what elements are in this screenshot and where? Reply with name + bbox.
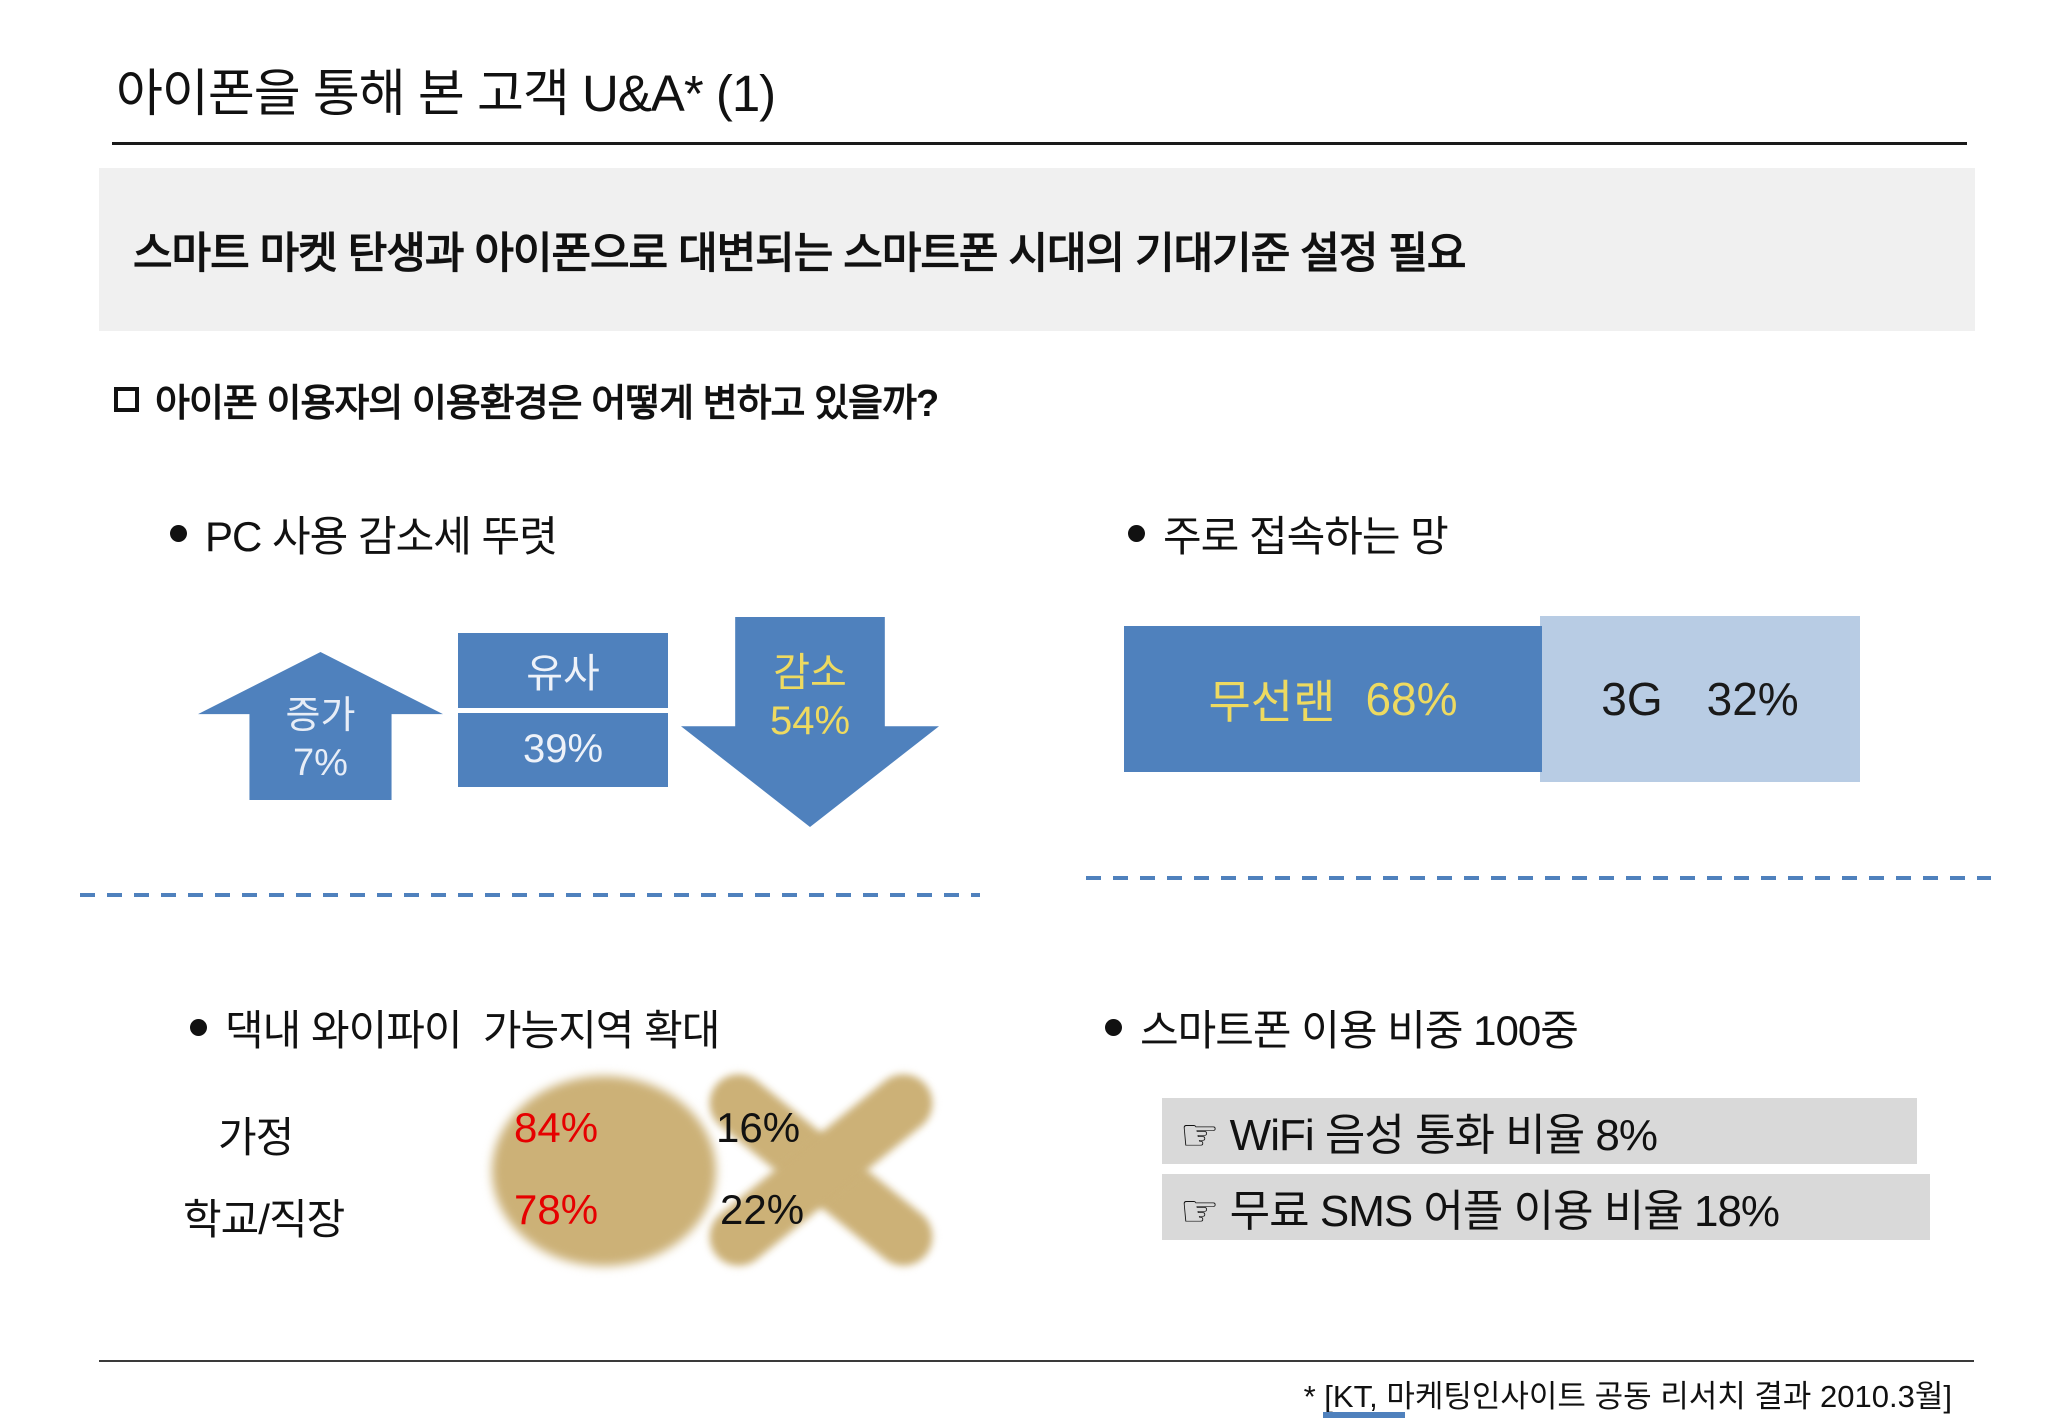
title-underline	[112, 142, 1967, 145]
question-text: 아이폰 이용자의 이용환경은 어떻게 변하고 있을까?	[155, 383, 939, 425]
bullet-icon	[1128, 525, 1145, 542]
coverage-covered-value: 78%	[514, 1186, 599, 1233]
decrease-label: 감소	[773, 650, 847, 695]
coverage-covered-value: 84%	[514, 1104, 599, 1151]
increase-value: 7%	[293, 741, 348, 784]
wifi-value: 68%	[1365, 673, 1458, 725]
page-title: 아이폰을 통해 본 고객 U&A* (1)	[116, 65, 776, 122]
dashed-divider-left	[80, 893, 980, 897]
network-heading: 주로 접속하는 망	[1128, 503, 1449, 564]
bullet-icon	[170, 525, 187, 542]
footer-rule	[99, 1360, 1974, 1362]
similar-divider	[458, 707, 668, 713]
share-item: ☞ 무료 SMS 어플 이용 비율 18%	[1162, 1174, 1930, 1240]
similar-value: 39%	[458, 712, 668, 787]
decrease-arrow-down-shape: 감소 54%	[681, 617, 939, 827]
share-item-text: ☞ WiFi 음성 통화 비율 8%	[1180, 1111, 1658, 1160]
cellular-value: 32%	[1706, 673, 1799, 725]
footnote: * [KT, 마케팅인사이트 공동 리서치 결과 2010.3월]	[1303, 1379, 1952, 1414]
network-heading-text: 주로 접속하는 망	[1163, 513, 1449, 560]
cellular-label: 3G	[1601, 673, 1663, 725]
home-wifi-heading-text: 댁내 와이파이 가능지역 확대	[225, 1007, 720, 1054]
wifi-bar: 무선랜 68%	[1124, 626, 1542, 772]
coverage-row-label: 가정	[218, 1114, 294, 1161]
key-message-banner: 스마트 마켓 탄생과 아이폰으로 대변되는 스마트폰 시대의 기대기준 설정 필…	[99, 168, 1975, 331]
dashed-divider-right	[1086, 876, 1991, 880]
coverage-blob-shape	[492, 1076, 716, 1266]
similar-box-shape: 유사 39%	[458, 633, 668, 787]
pc-usage-heading-text: PC 사용 감소세 뚜렷	[205, 513, 558, 560]
decrease-value: 54%	[769, 699, 851, 744]
coverage-uncovered-value: 16%	[716, 1104, 801, 1151]
decrease-text: 감소 54%	[681, 649, 939, 747]
smartphone-share-heading-text: 스마트폰 이용 비중 100중	[1140, 1007, 1579, 1054]
bullet-icon	[1105, 1019, 1122, 1036]
cellular-bar: 3G 32%	[1540, 616, 1860, 782]
question-header: 아이폰 이용자의 이용환경은 어떻게 변하고 있을까?	[114, 372, 939, 427]
smartphone-share-heading: 스마트폰 이용 비중 100중	[1105, 997, 1579, 1058]
coverage-uncovered-value: 22%	[720, 1186, 805, 1233]
square-bullet-icon	[114, 387, 139, 412]
share-item: ☞ WiFi 음성 통화 비율 8%	[1162, 1098, 1917, 1164]
wifi-label: 무선랜	[1208, 676, 1336, 728]
bottom-edge-mark	[1323, 1412, 1405, 1418]
coverage-row-label: 학교/직장	[183, 1196, 345, 1243]
similar-label: 유사	[458, 633, 668, 708]
increase-label: 증가	[285, 695, 356, 738]
home-wifi-heading: 댁내 와이파이 가능지역 확대	[190, 997, 720, 1058]
bullet-icon	[190, 1019, 207, 1036]
key-message-text: 스마트 마켓 탄생과 아이폰으로 대변되는 스마트폰 시대의 기대기준 설정 필…	[133, 229, 1466, 278]
increase-arrow-up-shape: 증가 7%	[198, 652, 443, 800]
increase-text: 증가 7%	[198, 693, 443, 786]
share-item-text: ☞ 무료 SMS 어플 이용 비율 18%	[1180, 1187, 1780, 1236]
pc-usage-heading: PC 사용 감소세 뚜렷	[170, 503, 558, 564]
